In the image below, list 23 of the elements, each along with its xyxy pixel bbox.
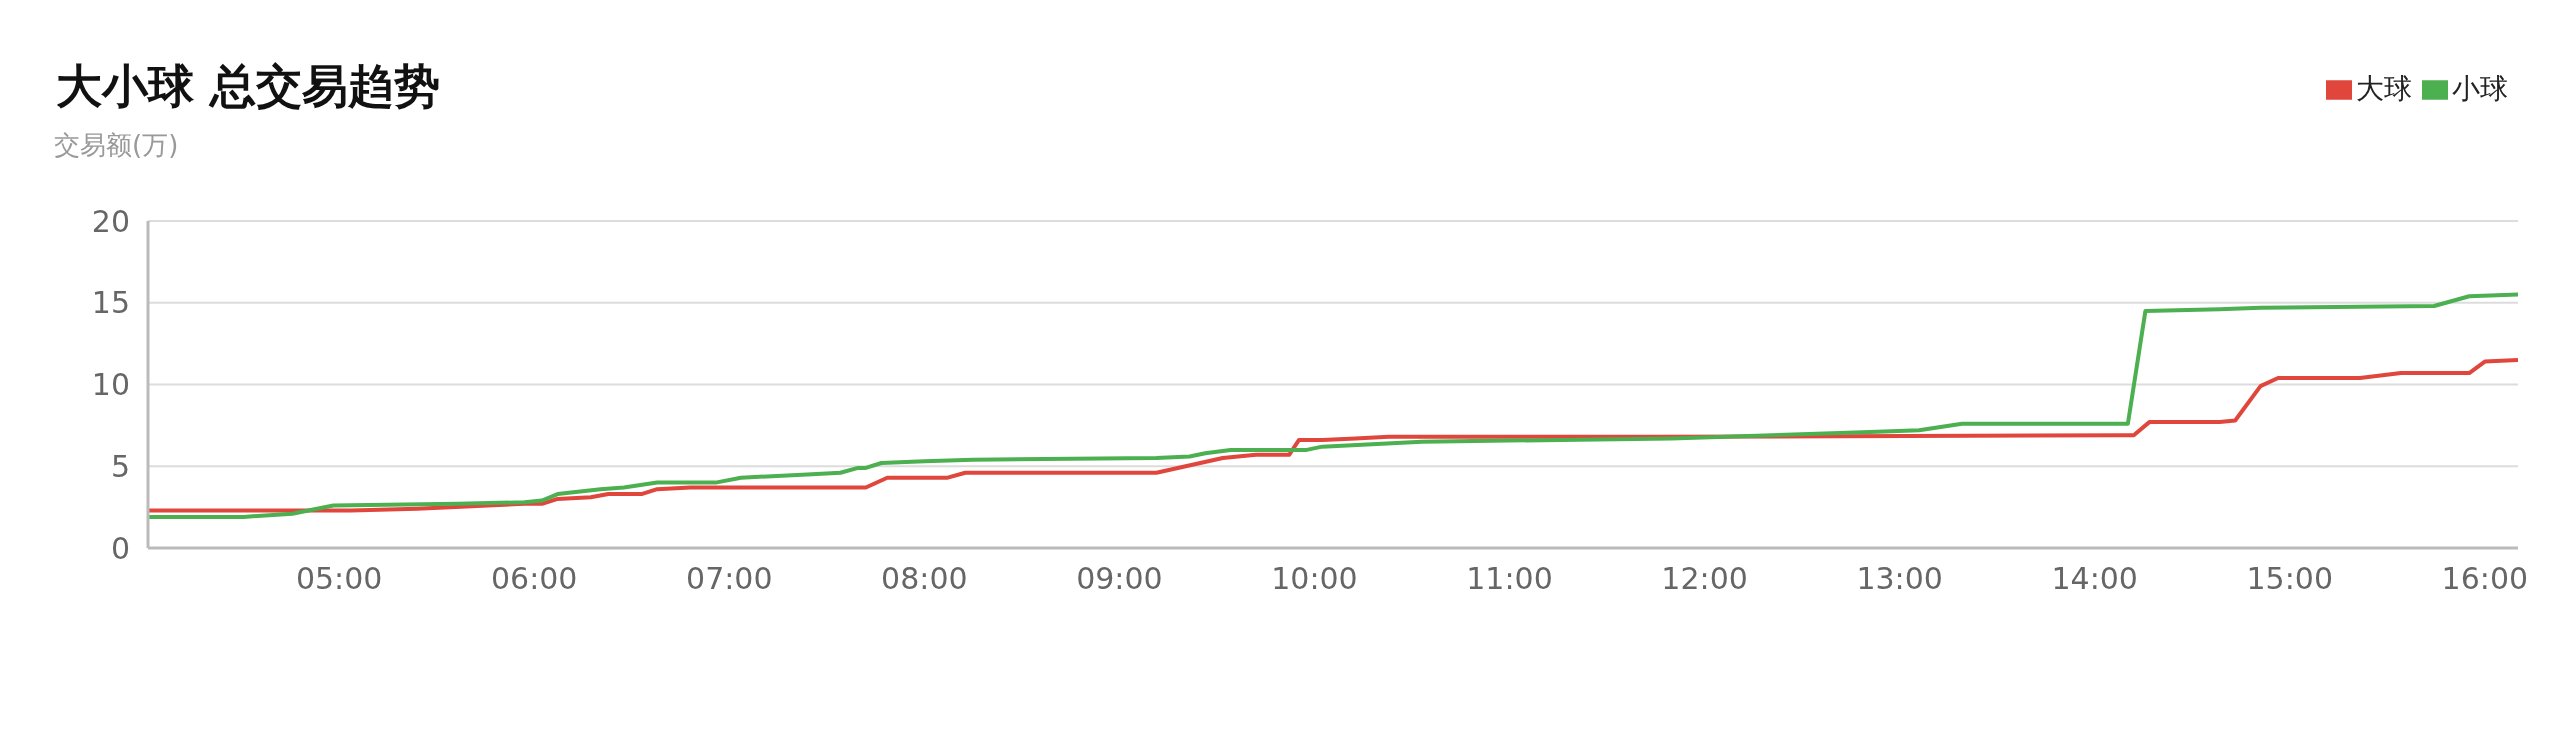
x-tick-label: 07:00 <box>686 561 773 597</box>
y-tick-label: 0 <box>110 530 130 566</box>
x-tick-label: 10:00 <box>1271 561 1358 597</box>
y-tick-label: 15 <box>91 285 130 321</box>
x-tick-label: 06:00 <box>490 561 578 597</box>
line-series <box>148 292 2518 519</box>
x-tick-label: 14:00 <box>2051 561 2138 597</box>
legend-label: 小球 <box>2452 72 2508 105</box>
x-tick-label: 15:00 <box>2246 561 2334 597</box>
x-tick-label: 16:00 <box>2441 561 2529 597</box>
chart-title: 大小球 总交易趋势 <box>56 58 441 115</box>
y-tick-label: 10 <box>91 367 130 402</box>
y-axis-title: 交易额(万) <box>54 129 179 162</box>
x-tick-label: 05:00 <box>295 561 383 597</box>
line-series <box>148 357 2518 513</box>
x-tick-label: 08:00 <box>881 561 968 597</box>
legend-label: 大球 <box>2356 72 2412 105</box>
x-tick-label: 13:00 <box>1856 561 1943 597</box>
x-tick-label: 09:00 <box>1076 561 1163 597</box>
y-tick-label: 5 <box>110 448 130 484</box>
x-tick-label: 12:00 <box>1661 561 1748 597</box>
x-tick-label: 11:00 <box>1466 561 1553 597</box>
y-tick-label: 20 <box>91 203 130 239</box>
